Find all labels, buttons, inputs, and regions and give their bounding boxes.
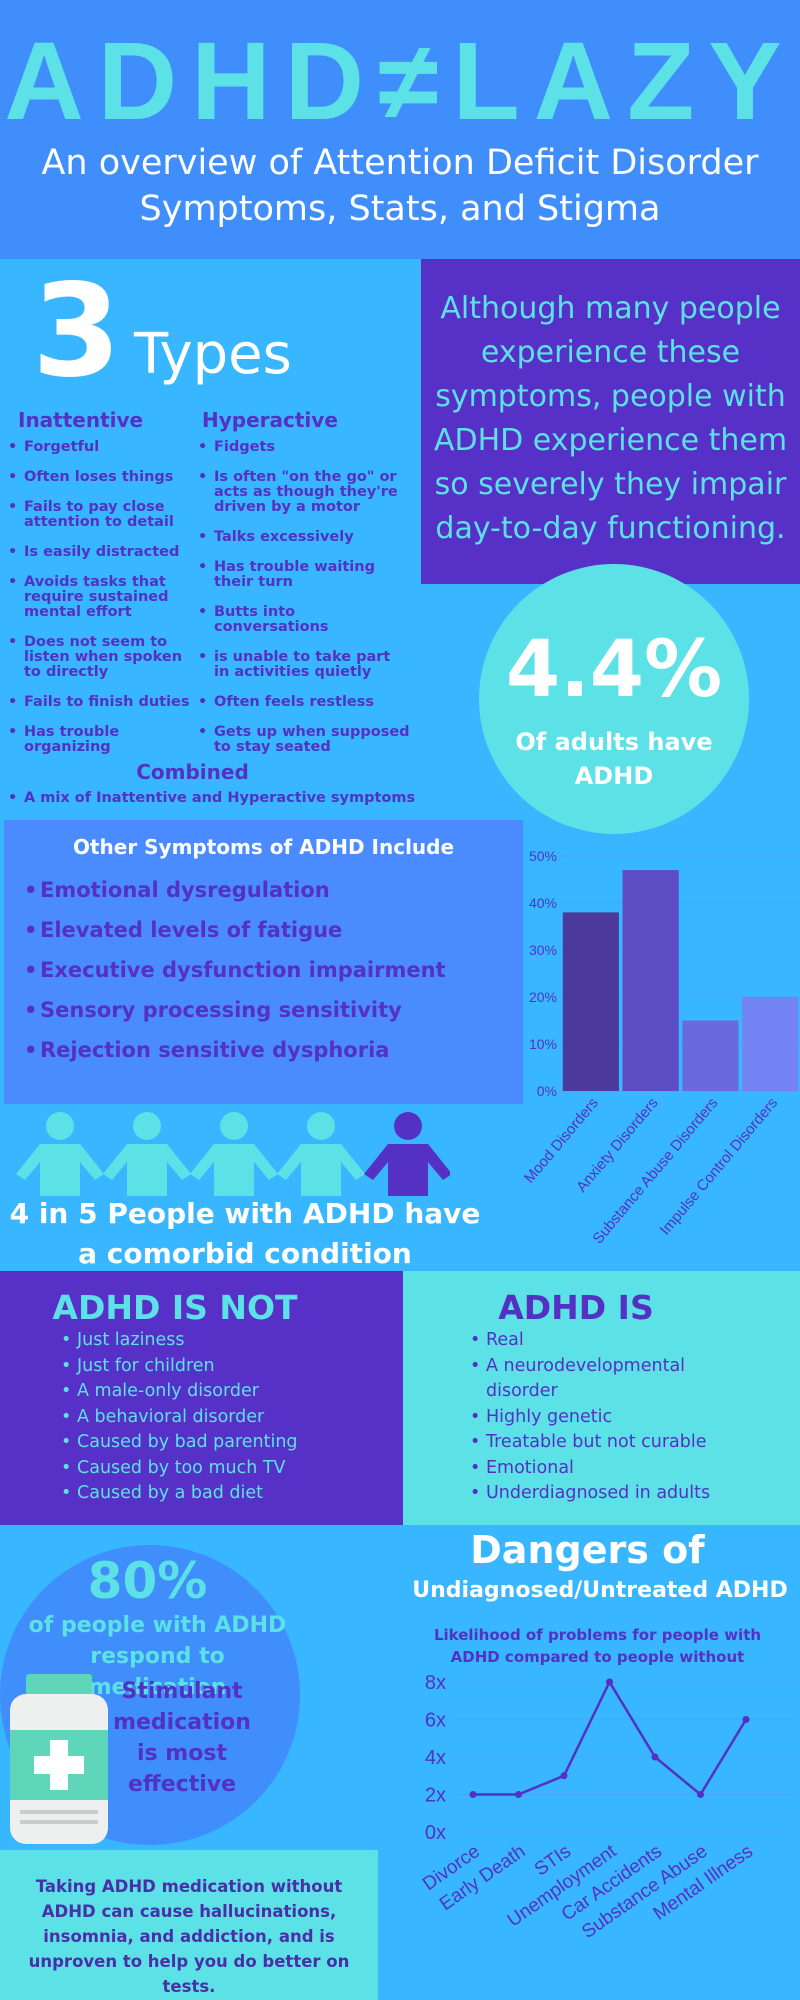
- dangers-subtitle: Undiagnosed/Untreated ADHD: [412, 1578, 788, 1603]
- x-tick-label: Impulse Control Disorders: [657, 1095, 781, 1239]
- warning: Taking ADHD medication without ADHD can …: [0, 1850, 378, 2000]
- list-item: Sensory processing sensitivity: [24, 996, 510, 1024]
- list-item: Often feels restless: [198, 695, 410, 711]
- line-chart-title: Likelihood of problems for people with A…: [433, 1626, 762, 1666]
- y-tick-label: 4x: [425, 1747, 446, 1769]
- types-label: Types: [134, 322, 292, 387]
- callout: Although many people experience these sy…: [421, 259, 800, 584]
- list-item: is unable to take part in activities qui…: [198, 650, 410, 680]
- stat-circle: [479, 564, 749, 834]
- list-item: Real: [470, 1328, 716, 1354]
- medication-text: of people with ADHD respond to medicatio…: [28, 1613, 287, 1700]
- bar: [682, 1020, 739, 1091]
- list-item: Has trouble waiting their turn: [198, 560, 410, 590]
- list-item: Emotional dysregulation: [24, 876, 510, 904]
- is-not-list: Just lazinessJust for childrenA male-onl…: [61, 1328, 387, 1507]
- inattentive-list: Forgetful Often loses things Fails to pay …: [8, 440, 196, 770]
- is-not-title: ADHD IS NOT: [52, 1288, 298, 1327]
- y-tick-label: 40%: [529, 895, 557, 911]
- list-item: Emotional: [470, 1456, 716, 1482]
- y-tick-label: 10%: [529, 1036, 557, 1052]
- y-tick-label: 6x: [425, 1710, 446, 1732]
- dangers-title: Dangers of: [470, 1528, 705, 1572]
- people-icons: [16, 1112, 450, 1196]
- is-title: ADHD IS: [498, 1288, 654, 1327]
- list-item: Often loses things: [8, 470, 196, 486]
- subtitle: An overview of Attention Deficit Disorde…: [41, 143, 759, 229]
- list-item: Is often "on the go" or acts as though t…: [198, 470, 410, 515]
- combined-title: Combined: [136, 760, 249, 784]
- list-item: A mix of Inattentive and Hyperactive sym…: [8, 790, 424, 806]
- bar: [562, 912, 619, 1091]
- inattentive-title: Inattentive: [18, 408, 144, 432]
- stat-text: Of adults have ADHD: [515, 728, 713, 790]
- point: [697, 1791, 704, 1798]
- list-item: Fails to pay close attention to detail: [8, 500, 196, 530]
- bar: [742, 997, 799, 1091]
- other-symptoms-list: Emotional dysregulation Elevated levels o…: [24, 876, 510, 1076]
- line: [473, 1679, 748, 1797]
- list-item: Fails to finish duties: [8, 695, 196, 711]
- comorbid-text: 4 in 5 People with ADHD have a comorbid …: [9, 1197, 481, 1270]
- list-item: Rejection sensitive dysphoria: [24, 1036, 510, 1064]
- list-item: Caused by bad parenting: [61, 1430, 387, 1456]
- pill-bottle: [10, 1674, 108, 1844]
- y-tick-label: 0%: [537, 1083, 557, 1099]
- bar: [622, 870, 679, 1091]
- is-list: RealA neurodevelopmental disorderHighly …: [470, 1328, 716, 1507]
- list-item: Just laziness: [61, 1328, 387, 1354]
- list-item: Butts into conversations: [198, 605, 410, 635]
- list-item: Highly genetic: [470, 1405, 716, 1431]
- list-item: Talks excessively: [198, 530, 410, 546]
- hyperactive-title: Hyperactive: [202, 408, 338, 432]
- list-item: Fidgets: [198, 440, 410, 456]
- list-item: Has trouble organizing: [8, 725, 196, 755]
- list-item: Gets up when supposed to stay seated: [198, 725, 410, 755]
- x-tick-label: Substance Abuse Disorders: [589, 1095, 721, 1248]
- hyperactive-list: Fidgets Is often "on the go" or acts as t…: [198, 440, 410, 770]
- combined-list: A mix of Inattentive and Hyperactive sym…: [8, 790, 424, 806]
- header: [0, 0, 800, 259]
- list-item: A behavioral disorder: [61, 1405, 387, 1431]
- medication-value: 80%: [87, 1552, 208, 1610]
- list-item: Elevated levels of fatigue: [24, 916, 510, 944]
- point: [469, 1791, 477, 1798]
- y-tick-label: 0x: [425, 1822, 446, 1844]
- list-item: Treatable but not curable: [470, 1430, 716, 1456]
- point: [742, 1716, 750, 1723]
- medication-note: Stimulant medication is most effective: [113, 1679, 251, 1797]
- list-item: Forgetful: [8, 440, 196, 456]
- types-number: 3: [32, 257, 122, 406]
- list-item: Underdiagnosed in adults: [470, 1481, 716, 1507]
- list-item: Does not seem to listen when spoken to d…: [8, 635, 196, 680]
- y-tick-label: 30%: [529, 942, 557, 958]
- stat-value: 4.4%: [505, 625, 723, 715]
- point: [515, 1791, 522, 1798]
- list-item: Caused by too much TV: [61, 1456, 387, 1482]
- person-icon: [364, 1112, 450, 1196]
- list-item: Just for children: [61, 1354, 387, 1380]
- list-item: A male-only disorder: [61, 1379, 387, 1405]
- y-tick-label: 2x: [425, 1785, 446, 1807]
- point: [606, 1678, 613, 1686]
- list-item: Is easily distracted: [8, 545, 196, 561]
- list-item: A neurodevelopmental disorder: [470, 1354, 716, 1405]
- point: [560, 1772, 568, 1780]
- person-icons-highlighted: [16, 1112, 365, 1196]
- list-item: Avoids tasks that require sustained ment…: [8, 575, 196, 620]
- list-item: Executive dysfunction impairment: [24, 956, 510, 984]
- other-symptoms-title: Other Symptoms of ADHD Include: [72, 835, 455, 859]
- list-item: Caused by a bad diet: [61, 1481, 387, 1507]
- point: [651, 1753, 659, 1761]
- title: ADHD≠LAZY: [4, 20, 796, 143]
- y-tick-label: 50%: [529, 848, 557, 864]
- y-tick-label: 8x: [425, 1672, 446, 1694]
- y-tick-label: 20%: [529, 989, 557, 1005]
